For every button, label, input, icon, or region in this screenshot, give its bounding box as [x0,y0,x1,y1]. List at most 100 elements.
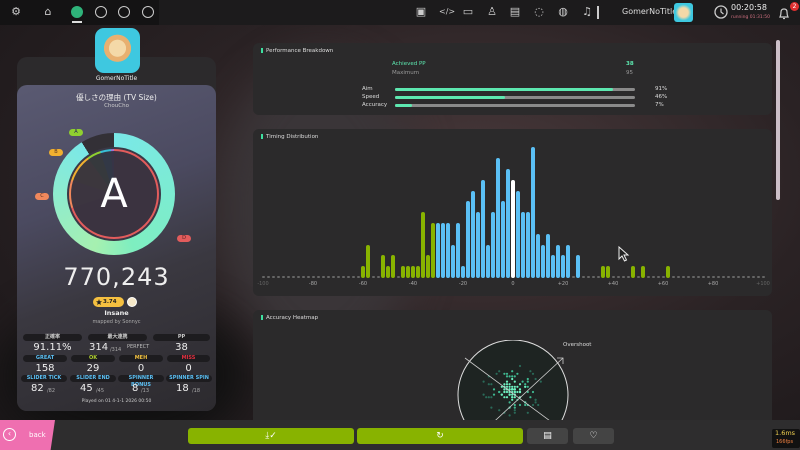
code-icon[interactable]: </> [439,7,456,16]
heatmap-dot [511,388,514,391]
globe-icon[interactable]: ◍ [558,5,568,18]
histogram-empty-bin [591,276,595,278]
heatmap-dot [511,396,514,399]
mapper: mapped by Sonnyc [92,319,141,325]
home-icon[interactable]: ⌂ [44,5,52,18]
histogram-bar [421,212,425,278]
chat-icon[interactable]: ◌ [534,5,544,18]
mouse-cursor [618,246,630,262]
collection-icon: ▤ [543,431,552,441]
heatmap-axis-line [464,357,550,420]
histogram-bar [411,266,415,278]
heatmap-dot [513,388,516,391]
download-replay-button[interactable]: ⤓✓ [188,428,354,444]
gear-icon[interactable]: ⚙ [11,5,21,18]
heatmap-dot [500,385,503,388]
histogram-bar [641,266,645,278]
perf-row-bar [395,104,635,107]
histogram-empty-bin [331,276,335,278]
fps: 166fps [776,439,794,445]
histogram-bar [441,223,445,278]
heatmap-dot [511,385,514,388]
collection-button[interactable]: ▤ [527,428,568,444]
heatmap-dot [518,388,522,391]
heatmap-dot [511,377,514,381]
histogram-empty-bin [661,276,665,278]
cast-icon[interactable]: ▣ [415,5,427,18]
toolbar-username[interactable]: GomerNoTitle [622,7,678,16]
scrollbar[interactable] [776,40,780,200]
clock-time: 00:20:58 [731,3,767,12]
retry-button[interactable]: ↻ [357,428,523,444]
meh-label: MEH [119,355,163,362]
heatmap-dot [503,372,506,375]
histogram-bar [471,190,475,278]
histogram-empty-bin [716,276,720,278]
heatmap-dot [482,393,485,396]
heatmap-dot [511,398,514,401]
heatmap-dot [534,377,537,381]
heatmap-dot [487,396,490,399]
spinner-spin-max: /18 [192,388,201,394]
heatmap-dot [508,388,511,391]
histogram-bar [476,212,480,278]
perf-row-label: Accuracy [362,101,388,108]
histogram-empty-bin [676,276,680,278]
book-icon[interactable]: ▭ [462,5,474,18]
heatmap-dot [518,403,522,407]
histogram-bar [466,201,470,278]
histogram-bar [561,255,565,278]
ruleset-taiko-icon[interactable] [95,6,107,18]
histogram-empty-bin [726,276,730,278]
ranking-icon[interactable]: ♙ [487,5,497,18]
heatmap-dot [503,390,506,394]
histogram-bar [426,255,430,278]
beatmap-listing-icon[interactable]: ▤ [509,5,521,18]
ruleset-mania-icon[interactable] [142,6,154,18]
heatmap-dot [531,403,535,407]
bell-icon[interactable] [778,7,790,20]
player-avatar[interactable] [95,28,140,73]
clock-icon[interactable] [714,5,728,19]
toolbar-avatar[interactable] [674,3,693,22]
grade-letter: A [100,171,128,217]
star-icon [96,299,102,305]
ruleset-catch-icon[interactable] [118,6,130,18]
histogram-empty-bin [326,276,330,278]
active-ruleset-indicator [72,21,82,23]
histogram-bar [486,244,490,278]
performance-title: Performance Breakdown [261,48,333,54]
histogram-empty-bin [351,276,355,278]
heatmap-dot [521,380,524,383]
histogram-bar [401,266,405,278]
heatmap-dot [508,383,511,386]
histogram-empty-bin [306,276,310,278]
spinner-bonus-label: SPINNER BONUS [118,375,164,388]
perf-row-fill [395,88,614,91]
heatmap-dot [503,383,506,386]
accuracy-value: 91.11% [33,342,72,353]
music-icon[interactable]: ♫ [582,5,592,18]
favourite-button[interactable]: ♡ [573,428,614,444]
heatmap-dot [482,380,485,383]
heatmap-dot [487,383,490,386]
slider-end: 45 [80,383,93,394]
histogram-bar [366,244,370,278]
frame-time: 1.6ms [775,429,796,437]
histogram-bar [536,233,540,278]
heatmap-dot [516,385,519,388]
heatmap-dot [505,375,509,378]
histogram-empty-bin [681,276,685,278]
ruleset-osu-icon[interactable] [71,6,83,18]
heatmap-dot [513,385,516,388]
heatmap-dot [524,403,527,407]
heatmap-dot [505,383,509,386]
histogram-empty-bin [336,276,340,278]
histogram-empty-bin [646,276,650,278]
mod-icon[interactable] [127,297,137,307]
pp-label: PP [153,334,210,341]
histogram-empty-bin [731,276,735,278]
histogram-empty-bin [751,276,755,278]
great-label: GREAT [23,355,67,362]
player-name[interactable]: GomerNoTitle [95,75,138,82]
